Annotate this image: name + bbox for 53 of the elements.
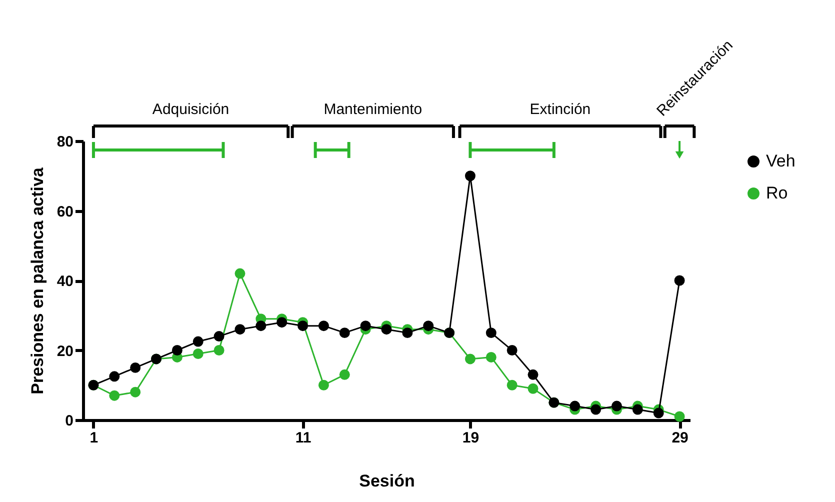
point (381, 324, 392, 335)
point (339, 328, 350, 338)
point (653, 408, 664, 418)
point (109, 390, 120, 401)
y-tick-label: 0 (65, 412, 74, 430)
x-tick-label: 1 (90, 430, 98, 446)
point (172, 345, 182, 356)
y-tick-label: 20 (56, 342, 74, 360)
point (528, 383, 538, 394)
point (632, 404, 643, 415)
point (464, 170, 476, 182)
point (192, 336, 204, 347)
point (506, 345, 518, 356)
point (130, 386, 141, 398)
point (234, 268, 246, 279)
point (590, 404, 602, 415)
x-tick-label: 19 (462, 430, 480, 446)
point (256, 320, 266, 332)
point (486, 352, 496, 362)
legend-label: Veh (766, 152, 796, 170)
point (192, 348, 204, 359)
x-tick-label: 29 (672, 430, 688, 446)
point (109, 371, 120, 382)
y-tick-label: 80 (56, 134, 74, 150)
x-axis-title: Sesión (359, 472, 415, 490)
point (674, 411, 685, 422)
point (276, 317, 288, 328)
y-axis-title: Presiones en palanca activa (28, 167, 47, 394)
point (506, 380, 518, 390)
point (339, 369, 350, 380)
text: Extinción (530, 101, 591, 118)
point (611, 400, 622, 412)
point (402, 328, 413, 338)
point (528, 369, 538, 380)
text: Mantenimiento (324, 101, 422, 118)
legend-label: Ro (766, 184, 788, 202)
point (423, 320, 434, 332)
point (130, 362, 141, 373)
point (234, 324, 246, 335)
text: Adquisición (152, 101, 230, 118)
point (360, 320, 371, 332)
point (486, 328, 496, 338)
point (214, 345, 224, 356)
point (318, 320, 329, 332)
point (298, 320, 308, 332)
point (464, 354, 476, 364)
point (570, 400, 580, 412)
y-tick-label: 40 (56, 273, 74, 290)
point (318, 380, 329, 390)
point (214, 331, 224, 342)
x-tick-label: 11 (295, 430, 312, 446)
point (674, 275, 685, 286)
y-tick-label: 60 (56, 203, 74, 220)
